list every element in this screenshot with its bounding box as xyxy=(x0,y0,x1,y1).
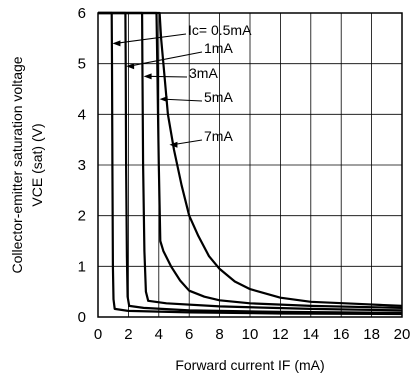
x-tick-label: 2 xyxy=(124,326,132,343)
curve xyxy=(98,11,403,312)
x-tick-label: 0 xyxy=(94,326,102,343)
label-leader-line xyxy=(115,33,187,44)
x-axis-label: Forward current IF (mA) xyxy=(175,357,324,373)
y-axis-label-line-2: VCE (sat) (V) xyxy=(29,123,45,206)
y-tick-labels: 0 1 2 3 4 5 6 xyxy=(78,5,86,326)
label-leader-line xyxy=(162,98,203,102)
label-leader-line xyxy=(146,75,188,78)
plot-frame xyxy=(97,12,403,318)
x-tick-label: 14 xyxy=(302,326,319,343)
curve-label: 5mA xyxy=(204,89,233,105)
y-tick-label: 6 xyxy=(78,5,86,22)
curve-labels: Ic= 0.5mA 1mA 3mA 5mA 7mA xyxy=(188,22,252,144)
curve xyxy=(98,11,403,314)
x-tick-label: 20 xyxy=(394,326,411,343)
label-leaders xyxy=(112,33,203,148)
curve xyxy=(98,11,403,316)
y-tick-label: 4 xyxy=(78,106,86,123)
curve xyxy=(98,11,403,307)
y-tick-label: 3 xyxy=(78,157,86,174)
curve-label: 1mA xyxy=(204,40,233,56)
y-tick-label: 0 xyxy=(78,309,86,326)
curve-label: 7mA xyxy=(204,128,233,144)
label-leader-arrow xyxy=(143,73,152,80)
x-tick-label: 4 xyxy=(155,326,163,343)
x-tick-label: 8 xyxy=(215,326,223,343)
x-tick-label: 18 xyxy=(363,326,380,343)
x-tick-label: 16 xyxy=(333,326,350,343)
label-leader-line xyxy=(129,51,203,67)
y-axis-label: Collector-emitter saturation voltage VCE… xyxy=(9,56,45,273)
y-axis-label-line-1: Collector-emitter saturation voltage xyxy=(9,56,25,273)
x-tick-labels: 0 2 4 6 8 10 12 14 16 18 20 xyxy=(94,326,411,343)
label-leader-arrow xyxy=(112,40,121,47)
y-tick-label: 5 xyxy=(78,56,86,73)
label-leader-arrow xyxy=(126,63,135,70)
label-leader-arrow xyxy=(159,96,168,103)
curve xyxy=(98,11,403,309)
label-leader-arrow xyxy=(169,141,178,148)
x-tick-label: 6 xyxy=(185,326,193,343)
y-tick-label: 1 xyxy=(78,258,86,275)
curves xyxy=(98,11,403,316)
x-tick-label: 10 xyxy=(242,326,259,343)
x-tick-label: 12 xyxy=(272,326,289,343)
curve-label: Ic= 0.5mA xyxy=(188,22,252,38)
curve-label: 3mA xyxy=(189,65,218,81)
y-tick-label: 2 xyxy=(78,208,86,225)
